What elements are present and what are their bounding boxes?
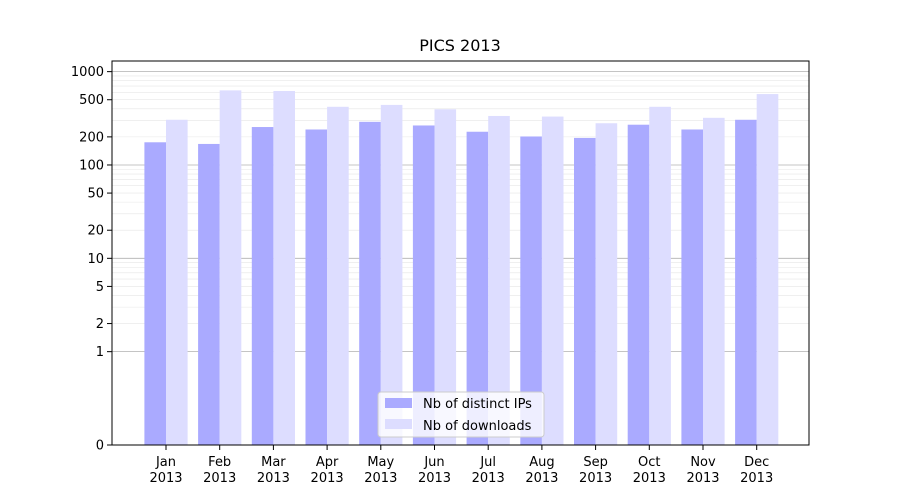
- x-tick-label-year: 2013: [472, 471, 505, 486]
- bar-ips-apr: [306, 129, 328, 445]
- x-tick-label-month: Jan: [155, 455, 176, 470]
- x-tick-label-month: Aug: [529, 455, 554, 470]
- bar-ips-nov: [681, 129, 703, 445]
- y-tick-label: 5: [96, 280, 104, 295]
- bar-ips-jan: [144, 142, 166, 445]
- x-tick-label-year: 2013: [579, 471, 612, 486]
- x-tick-label-year: 2013: [525, 471, 558, 486]
- y-tick-label: 50: [87, 187, 104, 202]
- legend: Nb of distinct IPs Nb of downloads: [378, 392, 544, 437]
- x-tick-label-month: Dec: [744, 455, 769, 470]
- x-tick-label-month: Oct: [638, 455, 660, 470]
- y-tick-label: 20: [87, 224, 104, 239]
- bar-downloads-mar: [273, 91, 295, 445]
- bar-ips-sep: [574, 138, 596, 445]
- bar-ips-feb: [198, 144, 220, 445]
- y-tick-label: 0: [96, 439, 104, 454]
- bar-ips-oct: [628, 125, 650, 445]
- x-tick-label-month: Mar: [261, 455, 286, 470]
- y-tick-label: 10: [87, 252, 104, 267]
- x-tick-label-year: 2013: [633, 471, 666, 486]
- bar-downloads-oct: [649, 107, 671, 445]
- legend-label-ips: Nb of distinct IPs: [423, 397, 532, 412]
- bar-ips-mar: [252, 127, 274, 445]
- legend-label-downloads: Nb of downloads: [423, 419, 532, 434]
- x-tick-label-year: 2013: [686, 471, 719, 486]
- x-tick-label-year: 2013: [257, 471, 290, 486]
- chart-title: PICS 2013: [419, 36, 501, 55]
- y-tick-label: 200: [79, 130, 104, 145]
- bar-ips-dec: [735, 120, 757, 445]
- x-tick-label-year: 2013: [149, 471, 182, 486]
- x-tick-label-year: 2013: [418, 471, 451, 486]
- y-tick-label: 2: [96, 317, 104, 332]
- bar-downloads-feb: [220, 90, 242, 445]
- x-tick-label-year: 2013: [311, 471, 344, 486]
- x-tick-label-month: Jul: [479, 455, 496, 470]
- x-tick-label-year: 2013: [364, 471, 397, 486]
- y-tick-label: 1000: [71, 65, 104, 80]
- x-tick-label-month: Sep: [583, 455, 608, 470]
- legend-swatch-downloads: [385, 419, 412, 429]
- x-tick-label-month: Nov: [690, 455, 716, 470]
- x-tick-label-year: 2013: [740, 471, 773, 486]
- bar-downloads-aug: [542, 117, 564, 445]
- y-tick-label: 500: [79, 93, 104, 108]
- legend-swatch-ips: [385, 398, 412, 408]
- x-tick-label-month: Feb: [208, 455, 231, 470]
- bar-downloads-dec: [757, 94, 779, 445]
- bar-downloads-jan: [166, 120, 188, 445]
- x-tick-label-month: May: [367, 455, 394, 470]
- y-tick-label: 1: [96, 345, 104, 360]
- bar-downloads-apr: [327, 107, 349, 445]
- x-tick-label-month: Jun: [423, 455, 444, 470]
- bar-downloads-sep: [596, 123, 618, 445]
- x-tick-label-year: 2013: [203, 471, 236, 486]
- bar-downloads-nov: [703, 118, 725, 445]
- y-tick-label: 100: [79, 158, 104, 173]
- x-tick-label-month: Apr: [316, 455, 339, 470]
